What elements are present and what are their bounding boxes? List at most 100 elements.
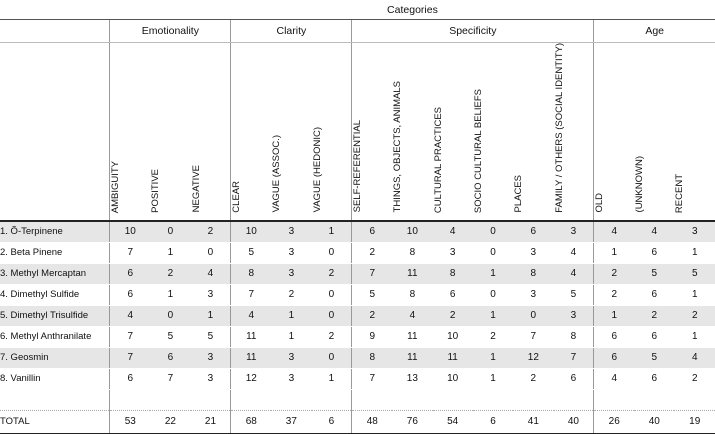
table-cell: 0 xyxy=(311,305,352,327)
table-cell: 1 xyxy=(593,305,635,327)
table-cell: 3 xyxy=(271,220,312,243)
table-row: 1. Õ-Terpinene 10 0 2 10 3 1 6 10 4 0 6 3 4 4 3 xyxy=(0,220,715,243)
table-cell: 7 xyxy=(553,347,594,369)
table-row: 4. Dimethyl Sulfide 6 1 3 7 2 0 5 8 6 0 3 5 2 6 1 xyxy=(0,284,715,306)
table-cell: 4 xyxy=(230,305,272,327)
table-cell: 76 xyxy=(392,410,433,434)
column-header: VAGUE (HEDONIC) xyxy=(311,42,352,222)
categories-header: Categories xyxy=(109,0,715,20)
table-cell: 1 xyxy=(674,284,715,306)
table-cell: 6 xyxy=(634,368,675,390)
table-cell: 26 xyxy=(593,410,635,434)
table-cell: 3 xyxy=(271,263,312,285)
table-cell: 0 xyxy=(150,305,191,327)
table-cell: 10 xyxy=(432,368,473,390)
column-header-label: NEGATIVE xyxy=(190,165,202,213)
table-cell: 1 xyxy=(311,220,352,243)
table-cell: 1 xyxy=(150,242,191,264)
table-cell: 1 xyxy=(472,263,514,285)
table-cell: 1 xyxy=(271,326,312,348)
row-label: 2. Beta Pinene xyxy=(0,242,110,264)
table-cell: 2 xyxy=(593,284,635,306)
table-cell: 12 xyxy=(230,368,272,390)
row-label: 6. Methyl Anthranilate xyxy=(0,326,110,348)
table-cell: 48 xyxy=(351,410,393,434)
table-cell: 4 xyxy=(674,347,715,369)
table-cell: 6 xyxy=(472,410,514,434)
table-row: 6. Methyl Anthranilate 7 5 5 11 1 2 9 11 10 2 7 8 6 6 1 xyxy=(0,326,715,348)
table-cell: 3 xyxy=(190,368,231,390)
table-row: 5. Dimethyl Trisulfide 4 0 1 4 1 0 2 4 2 1 0 3 1 2 2 xyxy=(0,305,715,327)
table-cell xyxy=(674,388,715,411)
table-cell: 0 xyxy=(311,242,352,264)
row-label: 1. Õ-Terpinene xyxy=(0,220,110,243)
table-cell: 10 xyxy=(392,220,433,243)
table-cell: 6 xyxy=(109,263,151,285)
table-cell xyxy=(432,388,473,411)
table-cell xyxy=(109,388,151,411)
table-cell: 5 xyxy=(634,263,675,285)
total-row: TOTAL 53 22 21 68 37 6 48 76 54 6 41 40 26 40 19 xyxy=(0,410,715,434)
table-cell: 3 xyxy=(674,220,715,243)
table-cell: 1 xyxy=(674,326,715,348)
table-cell: 40 xyxy=(634,410,675,434)
table-cell: 7 xyxy=(150,368,191,390)
table-cell: 13 xyxy=(392,368,433,390)
column-header: RECENT xyxy=(674,42,715,222)
table-cell: 6 xyxy=(634,326,675,348)
table-cell: 3 xyxy=(271,368,312,390)
table-cell: 1 xyxy=(150,284,191,306)
table-cell: 6 xyxy=(593,347,635,369)
table-row: 8. Vanillin 6 7 3 12 3 1 7 13 10 1 2 6 4 6 2 xyxy=(0,368,715,390)
table-cell: 8 xyxy=(351,347,393,369)
table-cell: 11 xyxy=(392,263,433,285)
column-header-label: SELF-REFERENTIAL xyxy=(352,120,364,213)
table-cell: 1 xyxy=(472,368,514,390)
table-cell: 2 xyxy=(311,263,352,285)
group-specificity: Specificity xyxy=(351,19,594,43)
table-cell: 41 xyxy=(513,410,554,434)
column-header: PLACES xyxy=(513,42,554,222)
table-cell: 1 xyxy=(472,305,514,327)
table-row: 7. Geosmin 7 6 3 11 3 0 8 11 11 1 12 7 6 5 4 xyxy=(0,347,715,369)
group-emotionality: Emotionality xyxy=(109,19,231,43)
column-header-label: VAGUE (ASSOC.) xyxy=(271,135,283,213)
table-cell: 6 xyxy=(150,347,191,369)
blank-row xyxy=(0,388,715,411)
row-label xyxy=(0,388,110,411)
table-cell xyxy=(311,388,352,411)
column-header-label: OLD xyxy=(594,193,606,213)
corner-cell xyxy=(0,0,110,20)
column-header: CULTURAL PRACTICES xyxy=(432,42,473,222)
table-cell: 1 xyxy=(271,305,312,327)
column-header: VAGUE (ASSOC.) xyxy=(271,42,312,222)
table-cell: 7 xyxy=(351,263,393,285)
table-cell xyxy=(392,388,433,411)
table-cell: 5 xyxy=(150,326,191,348)
table-cell: 1 xyxy=(593,242,635,264)
table-cell: 11 xyxy=(432,347,473,369)
table-cell: 3 xyxy=(553,220,594,243)
table-cell: 0 xyxy=(513,305,554,327)
table-cell: 6 xyxy=(351,220,393,243)
table-cell xyxy=(593,388,635,411)
table-cell: 5 xyxy=(190,326,231,348)
table-cell: 3 xyxy=(271,347,312,369)
table-cell: 5 xyxy=(351,284,393,306)
table-cell xyxy=(553,388,594,411)
table-cell: 2 xyxy=(634,305,675,327)
table-cell: 2 xyxy=(311,326,352,348)
row-label: 4. Dimethyl Sulfide xyxy=(0,284,110,306)
table-cell: 8 xyxy=(230,263,272,285)
table-cell: 8 xyxy=(553,326,594,348)
column-header: POSITIVE xyxy=(150,42,191,222)
table-cell: 4 xyxy=(432,220,473,243)
column-header: FAMILY / OTHERS (SOCIAL IDENTITY) xyxy=(553,42,594,222)
table-cell xyxy=(351,388,393,411)
column-header-label: VAGUE (HEDONIC) xyxy=(311,127,323,213)
row-label: 8. Vanillin xyxy=(0,368,110,390)
table-cell: 7 xyxy=(109,326,151,348)
table-cell xyxy=(472,388,514,411)
table-cell: 7 xyxy=(351,368,393,390)
column-header: SELF-REFERENTIAL xyxy=(351,42,393,222)
